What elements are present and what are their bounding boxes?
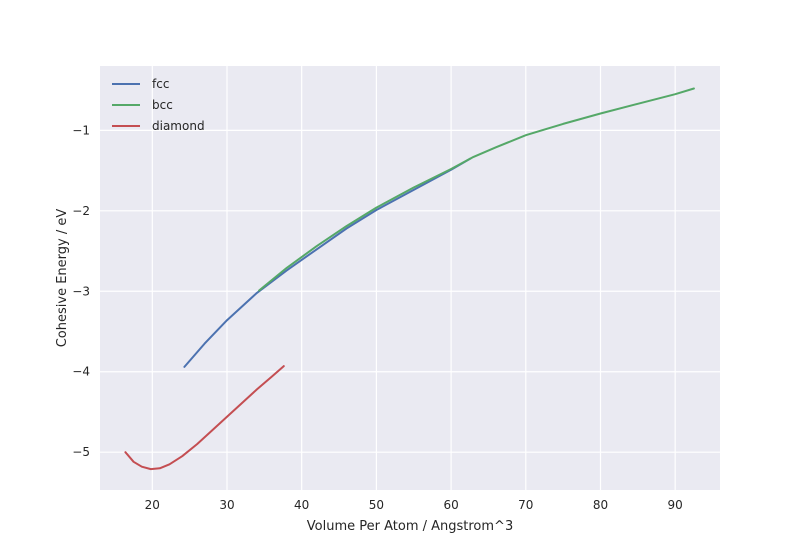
x-tick-labels: 20 30 40 50 60 70 80 90 bbox=[145, 498, 683, 512]
legend-label-diamond: diamond bbox=[152, 119, 205, 133]
legend-label-bcc: bcc bbox=[152, 98, 173, 112]
x-tick-label: 50 bbox=[369, 498, 384, 512]
y-axis-label: Cohesive Energy / eV bbox=[55, 209, 70, 348]
y-tick-label: −1 bbox=[72, 123, 90, 137]
y-tick-label: −2 bbox=[72, 204, 90, 218]
series-line-bcc bbox=[258, 87, 695, 292]
y-tick-label: −3 bbox=[72, 284, 90, 298]
legend: fcc bcc diamond bbox=[112, 77, 205, 133]
x-tick-label: 80 bbox=[593, 498, 608, 512]
series-line-diamond bbox=[124, 365, 285, 471]
y-tick-label: −4 bbox=[72, 365, 90, 379]
x-tick-label: 60 bbox=[443, 498, 458, 512]
x-tick-label: 40 bbox=[294, 498, 309, 512]
plot-background bbox=[100, 66, 720, 490]
x-axis-label: Volume Per Atom / Angstrom^3 bbox=[307, 519, 513, 534]
y-tick-label: −5 bbox=[72, 445, 90, 459]
legend-label-fcc: fcc bbox=[152, 77, 169, 91]
gridlines bbox=[100, 66, 720, 490]
y-tick-labels: −5 −4 −3 −2 −1 bbox=[72, 123, 90, 459]
x-tick-label: 70 bbox=[518, 498, 533, 512]
x-tick-label: 20 bbox=[145, 498, 160, 512]
series-lines bbox=[124, 87, 695, 471]
x-tick-label: 30 bbox=[219, 498, 234, 512]
series-line-fcc bbox=[183, 157, 472, 368]
x-tick-label: 90 bbox=[668, 498, 683, 512]
